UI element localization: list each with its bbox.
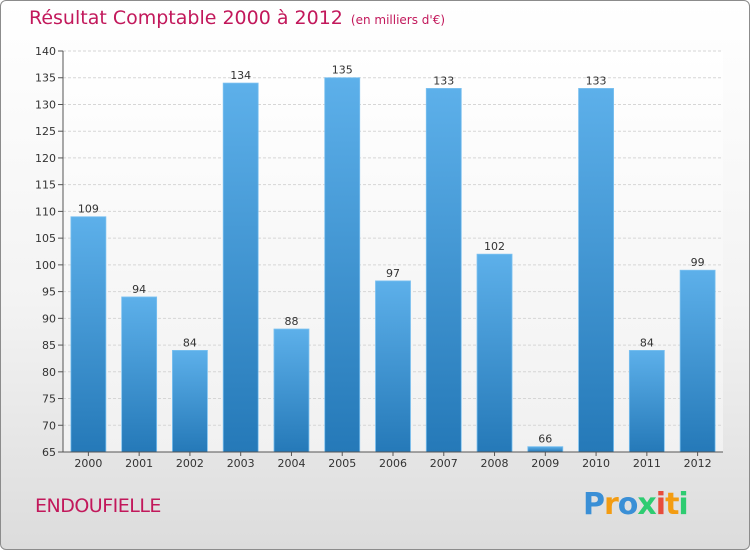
x-tick-label-2011: 2011 [633,457,661,470]
y-tick-label: 85 [42,339,56,352]
bar-2002 [172,350,208,453]
data-label-2007: 133 [433,74,454,87]
y-tick-label: 120 [35,152,56,165]
x-tick-label-2012: 2012 [684,457,712,470]
bar-2001 [121,296,158,453]
logo-letter: i [655,487,666,522]
x-tick-label-2005: 2005 [328,457,356,470]
logo-letter: x [637,487,656,522]
title-text: Résultat Comptable 2000 à 2012 [29,7,343,29]
logo-letter: t [665,487,679,522]
y-tick-label: 95 [42,286,56,299]
logo-letter: P [583,487,605,522]
bar-2007 [425,88,462,453]
y-tick-label: 135 [35,72,56,85]
bar-2004 [273,328,310,453]
data-label-2005: 135 [332,64,353,77]
bar-2003 [222,82,259,453]
bar-2006 [375,280,411,453]
x-tick-label-2010: 2010 [582,457,610,470]
logo-letter: r [604,487,619,522]
y-tick-label: 70 [42,419,56,432]
data-label-2008: 102 [484,240,505,253]
x-tick-label-2000: 2000 [74,457,102,470]
x-tick-label-2004: 2004 [277,457,305,470]
y-tick-label: 115 [35,179,56,192]
logo-letter: o [617,487,639,522]
data-label-2003: 134 [230,69,251,82]
y-tick-label: 65 [42,446,56,459]
y-tick-label: 80 [42,366,56,379]
proxiti-logo: Proxiti [583,487,689,522]
x-tick-label-2001: 2001 [125,457,153,470]
y-tick-label: 90 [42,312,56,325]
y-tick-label: 130 [35,98,56,111]
bar-2012 [679,269,716,453]
y-tick-label: 125 [35,125,56,138]
y-tick-label: 110 [35,205,56,218]
bar-2005 [324,77,361,453]
x-tick-label-2002: 2002 [176,457,204,470]
y-tick-label: 100 [35,259,56,272]
data-label-2006: 97 [386,267,400,280]
data-label-2009: 66 [538,433,552,446]
data-label-2004: 88 [284,315,298,328]
bar-2008 [476,253,513,453]
data-label-2011: 84 [640,336,654,349]
bar-2010 [578,88,614,453]
x-tick-label-2009: 2009 [531,457,559,470]
logo-letter: i [678,487,688,522]
x-tick-label-2008: 2008 [481,457,509,470]
x-tick-label-2003: 2003 [227,457,255,470]
data-label-2002: 84 [183,336,197,349]
title-unit: (en milliers d'€) [350,13,446,27]
chart-title: Résultat Comptable 2000 à 2012 (en millie… [29,7,445,29]
y-tick-label: 105 [35,232,56,245]
data-label-2000: 109 [78,203,99,216]
data-label-2001: 94 [132,283,146,296]
x-tick-label-2007: 2007 [430,457,458,470]
y-tick-label: 140 [35,45,56,58]
bar-2009 [527,446,564,453]
x-tick-label-2006: 2006 [379,457,407,470]
commune-name: ENDOUFIELLE [35,495,161,517]
bar-2000 [70,216,107,453]
y-tick-label: 75 [42,393,56,406]
bar-2011 [628,350,665,453]
data-label-2010: 133 [586,74,607,87]
data-label-2012: 99 [691,256,705,269]
